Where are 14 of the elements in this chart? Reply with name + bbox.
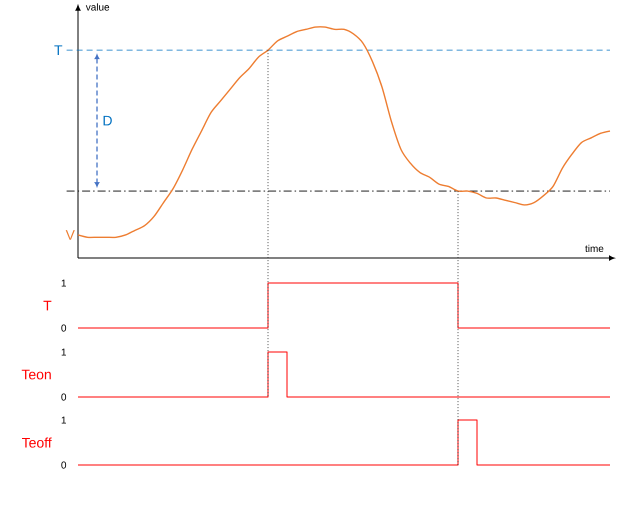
x-axis-title: time [585, 244, 604, 252]
y-tick-label: 0 [61, 462, 66, 469]
y-tick-label: 1 [62, 416, 66, 424]
annotation: D [104, 116, 112, 126]
y-tick-label: 0 [61, 394, 66, 401]
y-axis-title: Teoff [22, 437, 52, 448]
y-tick-label: 0 [61, 324, 66, 332]
y-axis-title: value [86, 3, 110, 11]
y-tick-label: 1 [62, 348, 66, 356]
y-axis-title: T [43, 300, 52, 310]
annotation: V [66, 230, 75, 240]
y-tick-label: 1 [62, 280, 66, 286]
ref-line-label: T [54, 45, 62, 55]
y-axis-title: Teon [22, 370, 51, 380]
